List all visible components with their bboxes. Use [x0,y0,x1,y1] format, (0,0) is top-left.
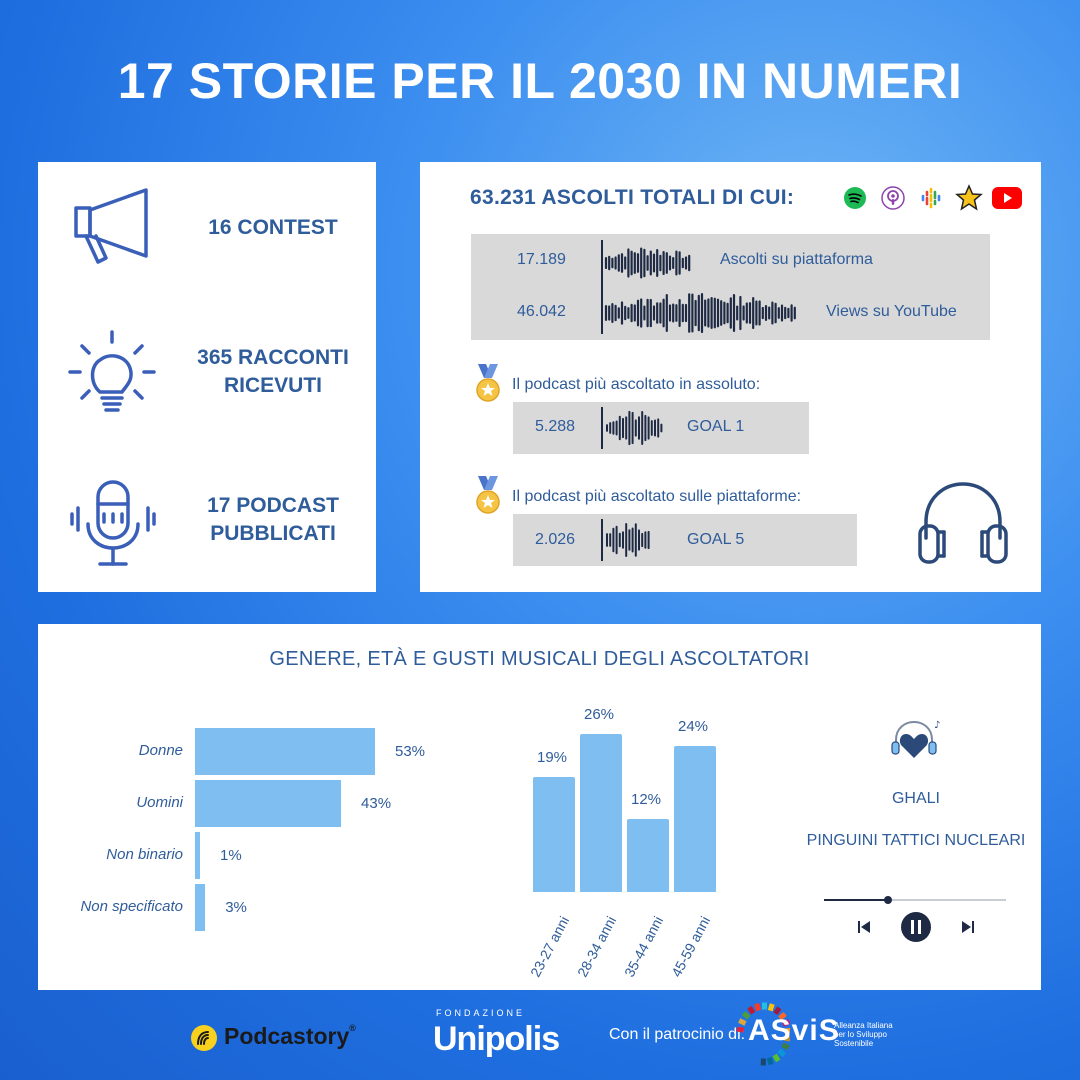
platform-listens-value: 17.189 [517,251,566,268]
gender-bar [195,780,342,827]
medal-icon [476,476,500,514]
age-value-label: 12% [631,791,662,809]
podcastory-registered: ® [349,1023,356,1033]
asvis-ring-icon [736,1002,790,1066]
stat-contest: 16 CONTEST [38,184,376,294]
gender-bar [195,884,206,931]
gender-bar [195,728,375,775]
artist-ghali: GHALI [891,790,940,807]
gender-category-label: Non binario [106,846,183,863]
age-category-label: 45-59 anni [668,913,714,980]
youtube-icon [992,184,1022,212]
spreaker-icon [954,184,984,212]
patrocinio-label: Con il patrocinio di: [609,1026,746,1043]
lightbulb-icon [68,330,156,412]
age-value-label: 24% [678,718,709,736]
gender-bar [195,832,200,879]
stat-racconti: 365 RACCONTI RICEVUTI [38,330,376,440]
gender-value-label: 3% [225,899,247,916]
gender-category-label: Non specificato [80,898,183,915]
progress-handle[interactable] [884,896,892,904]
gender-value-label: 43% [361,795,392,812]
artist-pinguini: PINGUINI TATTICI NUCLEARI [806,832,1026,849]
audience-title: GENERE, ETÀ E GUSTI MUSICALI DEGLI ASCOL… [269,648,810,670]
podcastory-logo-text: Podcastory® [224,1023,356,1050]
megaphone-icon [74,188,148,264]
page-title: 17 STORIE PER IL 2030 IN NUMERI [117,53,963,109]
next-icon[interactable] [962,921,974,933]
age-category-label: 35-44 anni [621,913,667,980]
asvis-subtitle-line: per lo Sviluppo [834,1030,887,1039]
unipolis-logo: Unipolis [433,1020,560,1058]
top-platforms-label: GOAL 5 [687,531,745,548]
top-platforms-caption: Il podcast più ascoltato sulle piattafor… [512,488,802,505]
age-value-label: 26% [584,706,615,723]
total-listens-heading: 63.231 ASCOLTI TOTALI DI CUI: [470,186,795,209]
svg-text:♪: ♪ [934,720,940,731]
pause-button[interactable] [901,912,931,942]
platform-listens-label: Ascolti su piattaforma [720,251,873,268]
gender-value-label: 1% [220,847,242,864]
previous-icon[interactable] [858,921,870,933]
stat-podcast-label: 17 PODCAST PUBBLICATI [207,494,339,545]
music-heart-icon: ♪ [891,720,940,758]
waveform-icon [601,407,663,449]
age-bar [580,734,622,892]
spotify-icon [840,184,870,212]
stat-podcast: 17 PODCAST PUBBLICATI [38,478,376,588]
age-bar [627,819,669,892]
age-bar [533,776,575,892]
waveform-icon [601,240,796,334]
gender-category-label: Uomini [136,794,183,811]
stats-card: 16 CONTEST 365 RACCONTI RICEVUTI [38,162,376,592]
podcastory-logo-icon [191,1025,217,1051]
asvis-subtitle: Alleanza Italiana per lo Sviluppo Sosten… [834,1021,893,1048]
top-overall-value: 5.288 [535,418,576,435]
microphone-icon [70,480,156,566]
podcastory-name: Podcastory [224,1023,350,1049]
age-category-label: 28-34 anni [574,913,620,980]
youtube-views-value: 46.042 [517,303,566,320]
asvis-subtitle-line: Sostenibile [834,1039,874,1048]
headphones-icon [918,482,1008,564]
fondazione-label: FONDAZIONE [436,1008,526,1018]
gender-category-label: Donne [138,742,183,759]
top-overall-label: GOAL 1 [687,418,745,435]
top-platforms-value: 2.026 [535,531,576,548]
audience-card: GENERE, ETÀ E GUSTI MUSICALI DEGLI ASCOL… [38,624,1041,990]
stat-contest-label: 16 CONTEST [208,216,338,239]
stat-racconti-label: 365 RACCONTI RICEVUTI [197,346,349,397]
youtube-views-label: Views su YouTube [826,303,957,320]
platform-icons [840,184,1022,212]
apple-podcasts-icon [878,184,908,212]
asvis-subtitle-line: Alleanza Italiana [834,1021,893,1030]
age-bar [674,746,716,892]
top-overall-caption: Il podcast più ascoltato in assoluto: [512,376,761,393]
listens-card: 63.231 ASCOLTI TOTALI DI CUI: 17.189 Asc… [420,162,1041,592]
gender-value-label: 53% [395,743,426,760]
waveform-icon [601,519,650,561]
age-category-label: 23-27 anni [527,913,573,980]
music-player [824,896,1006,942]
top-platforms-box [513,514,857,566]
google-podcasts-icon [916,184,946,212]
age-value-label: 19% [537,748,568,766]
medal-icon [476,364,500,402]
asvis-logo: ASviS [748,1014,840,1047]
